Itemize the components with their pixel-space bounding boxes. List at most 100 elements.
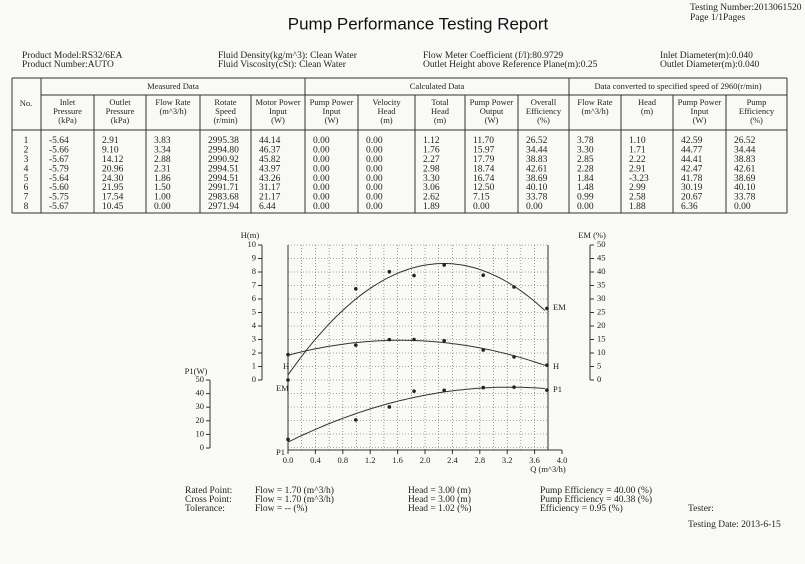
table-cell: 26.52 bbox=[734, 136, 756, 146]
table-cell: 34.44 bbox=[734, 146, 756, 156]
y3-tick-label: 20 bbox=[196, 415, 205, 425]
table-cell: 1.10 bbox=[629, 136, 646, 146]
x-tick-label: 4.0 bbox=[557, 455, 568, 465]
table-cell: 9.10 bbox=[102, 146, 119, 156]
x-tick-label: 1.6 bbox=[392, 455, 403, 465]
column-header: Pump Power bbox=[678, 97, 722, 107]
table-cell: 2.28 bbox=[577, 164, 594, 174]
table-cell: 3.30 bbox=[423, 174, 440, 184]
column-header: (W) bbox=[325, 115, 339, 125]
table-cell: 17.79 bbox=[473, 155, 495, 165]
table-cell: 1.12 bbox=[423, 136, 440, 146]
data-point bbox=[354, 418, 358, 422]
table-cell: 15.97 bbox=[473, 146, 495, 156]
table-cell: 1.84 bbox=[577, 174, 594, 184]
table-cell: 42.61 bbox=[734, 164, 756, 174]
column-header: Pump Power bbox=[470, 97, 514, 107]
column-header: Output bbox=[480, 106, 504, 116]
flow-meter-coefficient: Flow Meter Coefficient (f/l):80.9729 bbox=[423, 50, 563, 61]
column-header: (m^3/h) bbox=[581, 106, 608, 116]
table-cell: 2.91 bbox=[629, 164, 646, 174]
x-axis-title: Q (m^3/h) bbox=[530, 464, 566, 474]
table-cell: 0.00 bbox=[313, 146, 330, 156]
table-cell: -5.79 bbox=[49, 164, 69, 174]
data-point bbox=[286, 437, 290, 442]
table-cell: 0.00 bbox=[313, 155, 330, 165]
y-tick-label: 1 bbox=[252, 360, 256, 370]
table-cell: 21.17 bbox=[259, 193, 281, 203]
column-header: Inlet bbox=[60, 97, 76, 107]
table-cell: 0.00 bbox=[313, 193, 330, 203]
x-tick-label: 0.0 bbox=[283, 455, 294, 465]
y2-tick-label: 0 bbox=[597, 374, 601, 384]
table-cell: 0.00 bbox=[313, 164, 330, 174]
y-tick-label: 9 bbox=[252, 252, 256, 262]
data-point bbox=[545, 388, 549, 392]
table-cell: 8 bbox=[24, 202, 29, 212]
table-cell: 31.17 bbox=[259, 183, 281, 193]
table-cell: 20.96 bbox=[102, 164, 124, 174]
table-cell: -5.67 bbox=[49, 202, 69, 212]
data-point bbox=[512, 355, 516, 359]
table-cell: 40.10 bbox=[526, 183, 548, 193]
table-cell: 44.41 bbox=[681, 155, 703, 165]
table-cell: 46.37 bbox=[259, 146, 281, 156]
data-point bbox=[387, 405, 392, 409]
table-cell: 33.78 bbox=[734, 193, 756, 203]
product-number: Product Number:AUTO bbox=[22, 60, 114, 70]
rated-efficiency: Pump Efficiency = 40.00 (%) bbox=[540, 485, 652, 496]
table-cell: 2991.71 bbox=[208, 183, 239, 193]
table-cell: 2 bbox=[24, 146, 29, 156]
page-number: Page 1/1Pages bbox=[690, 13, 745, 23]
data-point bbox=[286, 352, 290, 357]
table-cell: -5.60 bbox=[49, 183, 69, 193]
data-point bbox=[442, 338, 446, 343]
column-header: (m^3/h) bbox=[159, 106, 186, 116]
x-tick-label: 0.4 bbox=[310, 455, 321, 465]
table-cell: 42.61 bbox=[526, 164, 548, 174]
table-cell: 44.14 bbox=[259, 136, 281, 146]
table-cell: 1 bbox=[24, 136, 29, 146]
y2-tick-label: 20 bbox=[597, 320, 606, 330]
table-cell: -5.75 bbox=[49, 193, 69, 203]
table-cell: -5.67 bbox=[49, 155, 69, 165]
y-tick-label: 5 bbox=[252, 306, 256, 316]
table-cell: 14.12 bbox=[102, 155, 124, 165]
data-point bbox=[512, 285, 516, 289]
column-header: (W) bbox=[485, 115, 499, 125]
column-header: Efficiency bbox=[739, 106, 775, 116]
data-point bbox=[387, 337, 392, 342]
table-cell: 1.86 bbox=[154, 174, 171, 184]
data-point bbox=[354, 286, 358, 291]
data-point bbox=[481, 273, 486, 277]
column-header: Input bbox=[323, 106, 342, 116]
table-cell: 26.52 bbox=[526, 136, 548, 146]
fitted-curve bbox=[287, 263, 546, 376]
table-cell: 2.85 bbox=[577, 155, 594, 165]
y3-tick-label: 50 bbox=[196, 374, 205, 384]
table-cell: 41.78 bbox=[681, 174, 703, 184]
column-header: Pump bbox=[747, 97, 767, 107]
x-tick-label: 2.4 bbox=[447, 455, 458, 465]
cross-point-label: Cross Point: bbox=[185, 495, 232, 505]
data-point bbox=[412, 337, 416, 342]
table-cell: 43.97 bbox=[259, 164, 281, 174]
y2-tick-label: 50 bbox=[597, 239, 606, 249]
product-model: Product Model:RS32/6EA bbox=[22, 51, 123, 61]
table-cell: 2.27 bbox=[423, 155, 440, 165]
table-cell: 24.30 bbox=[102, 174, 124, 184]
table-cell: 17.54 bbox=[102, 193, 124, 203]
column-header: (m) bbox=[641, 106, 653, 116]
column-header: Pump Power bbox=[310, 97, 354, 107]
y2-tick-label: 10 bbox=[597, 347, 606, 357]
table-cell: 4 bbox=[24, 164, 29, 174]
data-point bbox=[442, 263, 446, 267]
table-cell: 2.99 bbox=[629, 183, 646, 193]
column-header: (kPa) bbox=[58, 115, 77, 125]
table-cell: 0.00 bbox=[366, 174, 383, 184]
fitted-curve bbox=[287, 339, 546, 366]
column-header: Input bbox=[691, 106, 710, 116]
y-tick-label: 8 bbox=[252, 266, 256, 276]
table-cell: 38.83 bbox=[734, 155, 756, 165]
y-axis-title: H(m) bbox=[241, 230, 260, 240]
